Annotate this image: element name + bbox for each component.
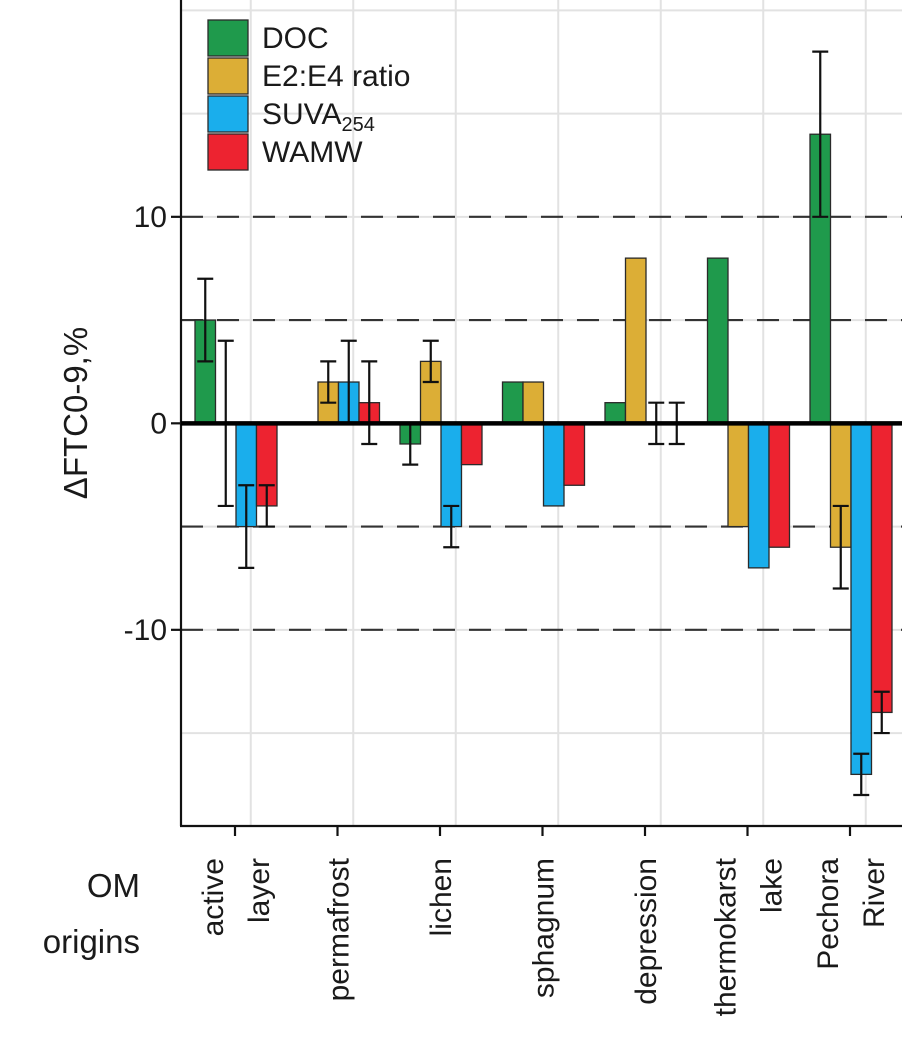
legend-label: E2:E4 ratio [262, 60, 410, 93]
bar [522, 381, 545, 424]
legend-label-subscript: 254 [341, 114, 374, 136]
y-axis-title: ΔFTC0-9,% [57, 327, 94, 499]
category-label: sphagnum [528, 858, 561, 998]
y-tick-label: 0 [150, 407, 167, 440]
bar [501, 381, 524, 424]
category-label: lichen [425, 858, 458, 936]
category-label: permafrost [323, 857, 356, 1001]
legend-swatch [207, 57, 249, 95]
legend-label: SUVA254 [262, 98, 375, 136]
legend-label-text: E2:E4 ratio [262, 60, 410, 93]
axes-layer: -10 0 10 ΔFTC0-9,% [57, 0, 902, 836]
y-tick-label: -10 [124, 614, 167, 647]
bar [850, 422, 873, 776]
category-label: lake [756, 858, 789, 913]
reference-lines [181, 215, 902, 631]
bar [768, 422, 791, 548]
bar [870, 422, 893, 714]
bar [747, 422, 770, 569]
bar [604, 402, 627, 424]
legend-swatch [207, 95, 249, 133]
legend-label: DOC [262, 22, 329, 55]
category-label: active [197, 858, 230, 936]
bar [563, 422, 586, 486]
x-axis-title: origins [43, 923, 140, 960]
category-label: Pechora [812, 858, 845, 970]
category-label: layer [243, 858, 276, 923]
category-label: depression [630, 858, 663, 1005]
category-label: River [858, 858, 891, 928]
bar [460, 422, 483, 466]
legend-label-text: WAMW [262, 136, 363, 169]
category-labels: OM origins active layer permafrost lichen spha… [43, 857, 891, 1016]
category-label: thermokarst [710, 857, 743, 1016]
bar [727, 422, 750, 528]
legend-label-text: DOC [262, 22, 329, 55]
bar [706, 257, 729, 424]
y-tick-label: 10 [134, 201, 167, 234]
legend-swatch [207, 133, 249, 171]
legend-label: WAMW [262, 136, 363, 169]
bars-layer [194, 133, 893, 776]
bar [542, 422, 565, 507]
x-axis-title: OM [87, 867, 140, 904]
bar [624, 257, 647, 424]
legend-label-text: SUVA [262, 98, 341, 131]
legend-swatch [207, 19, 249, 57]
